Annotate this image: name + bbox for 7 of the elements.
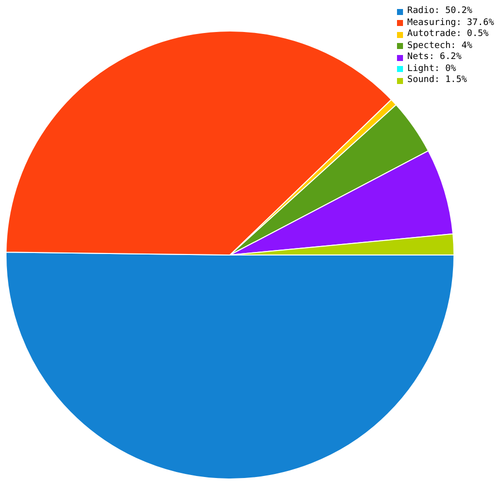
legend-label: Measuring: 37.6% [407, 18, 494, 29]
legend-label: Nets: 6.2% [407, 52, 462, 64]
legend-label: Autotrade: 0.5% [407, 29, 489, 40]
legend-label: Spectech: 4% [407, 40, 472, 52]
legend-label: Sound: 1.5% [407, 75, 467, 86]
legend-label: Light: 0% [407, 64, 456, 75]
legend-label: Radio: 50.2% [407, 6, 472, 18]
